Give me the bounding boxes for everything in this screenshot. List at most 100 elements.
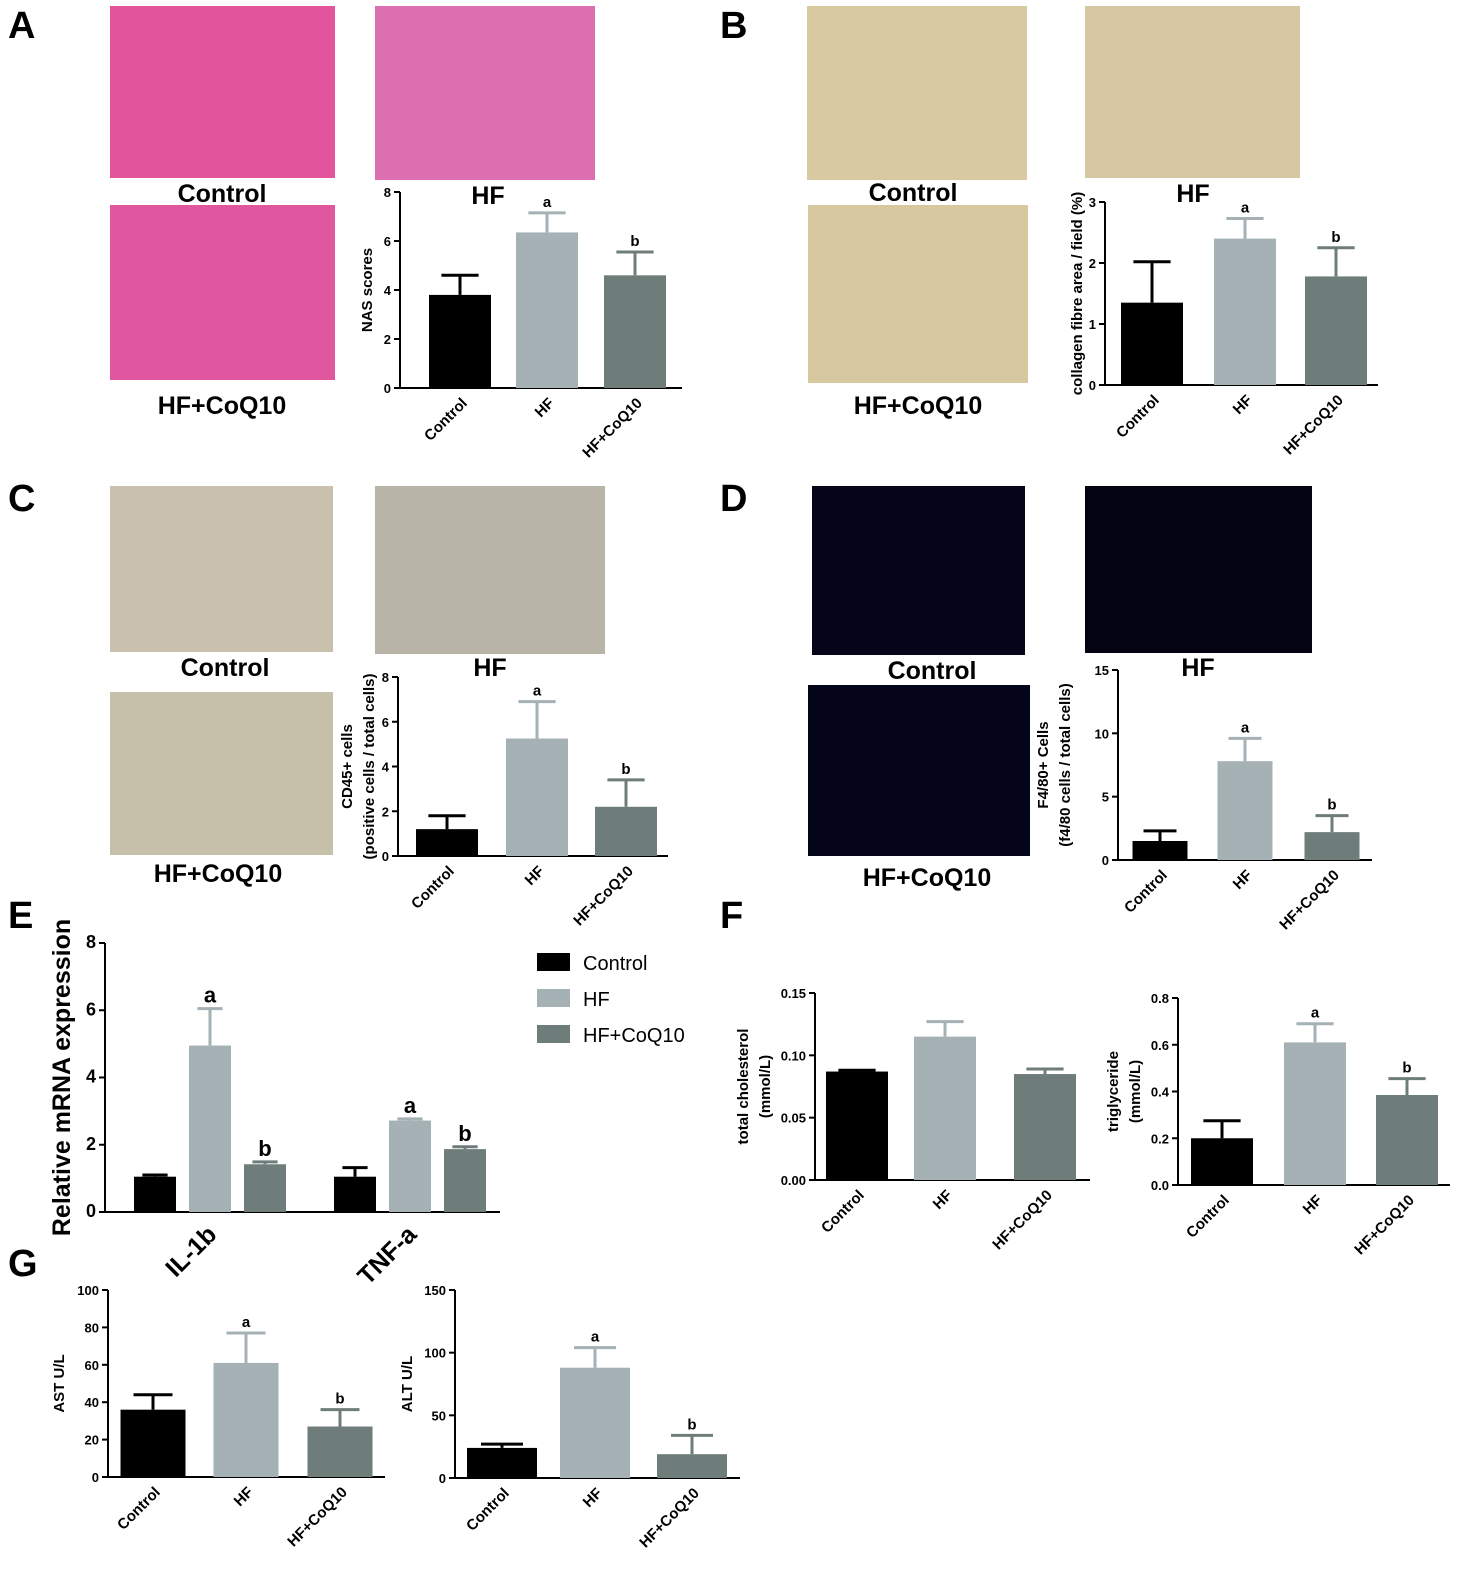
bar [826,1071,888,1180]
x-tick-label: HF [231,1484,257,1510]
error-bar [342,1166,368,1177]
panel-letter: D [720,478,747,520]
x-tick-label: Control [408,863,458,913]
significance-label: a [591,1329,600,1346]
micrograph [110,205,335,380]
legend-label: Control [583,953,647,975]
y-tick-label: 4 [382,760,390,775]
micrograph [110,692,333,855]
significance-label: a [1311,1005,1320,1022]
micrograph [1085,6,1300,178]
y-tick-label: 6 [86,999,96,1019]
y-tick-label: 20 [85,1433,99,1448]
image-caption: HF [1181,654,1214,682]
significance-label: a [1241,199,1250,216]
error-bar [1228,736,1262,762]
y-tick-label: 2 [382,804,389,819]
bar [307,1426,373,1477]
image-caption: HF [471,182,504,210]
x-tick-label: HF+CoQ10 [284,1484,351,1551]
x-tick-label: HF+CoQ10 [1276,867,1343,934]
x-tick-label: HF [1230,867,1256,893]
bar [244,1164,286,1212]
micrograph [807,6,1027,180]
error-bar [481,1442,523,1448]
x-tick-label: IL-1b [160,1220,222,1282]
micrograph [1085,486,1312,653]
bar [1014,1074,1076,1180]
bar [334,1176,376,1212]
significance-label: b [630,233,639,250]
bar [1284,1042,1346,1185]
x-tick-label: HF [522,863,548,889]
y-tick-label: 1 [1089,317,1096,332]
y-tick-label: 8 [382,670,389,685]
significance-label: b [258,1136,271,1161]
significance-label: b [1327,797,1336,814]
panel-letter: C [8,478,35,520]
bar [467,1447,537,1478]
image-caption: HF [473,654,506,682]
significance-label: b [458,1121,471,1146]
bar [1121,302,1183,385]
x-tick-label: HF+CoQ10 [1351,1192,1418,1259]
image-caption: HF [1176,180,1209,208]
bar [213,1362,279,1477]
significance-label: a [1241,719,1250,736]
y-tick-label: 15 [1095,663,1109,678]
y-tick-label: 40 [85,1395,99,1410]
panel-letter: B [720,5,747,47]
y-tick-label: 5 [1102,790,1109,805]
bar [120,1409,186,1477]
y-tick-label: 0 [1102,853,1109,868]
image-caption: HF+CoQ10 [854,392,983,420]
error-bar [616,250,654,276]
significance-label: a [404,1093,417,1118]
x-tick-label: Control [463,1485,513,1535]
significance-label: a [242,1314,251,1331]
error-bar [441,273,479,295]
bar [1305,276,1367,385]
x-tick-label: HF [1230,392,1256,418]
y-tick-label: 0 [92,1470,99,1485]
error-bar [1296,1022,1334,1043]
y-tick-label: 0 [1089,378,1096,393]
y-tick-label: 100 [77,1283,99,1298]
x-tick-label: Control [1121,867,1171,917]
y-tick-label: 2 [86,1134,96,1154]
x-tick-label: HF [580,1485,606,1511]
panel-letter: A [8,5,35,47]
image-caption: Control [178,180,267,208]
bar [416,829,478,856]
y-tick-label: 60 [85,1358,99,1373]
y-axis-label: (mmol/L) [1127,1060,1144,1123]
bar [1214,238,1276,385]
error-bar [1226,216,1264,239]
y-axis-label: AST U/L [51,1354,68,1412]
y-tick-label: 8 [86,932,96,952]
error-bar [133,1393,173,1410]
micrograph [110,6,335,178]
image-caption: HF+CoQ10 [158,392,287,420]
x-tick-label: HF+CoQ10 [570,863,637,930]
error-bar [428,814,466,830]
x-tick-label: HF+CoQ10 [636,1485,703,1552]
x-tick-label: HF [532,395,558,421]
bar [914,1036,976,1180]
y-tick-label: 80 [85,1320,99,1335]
significance-label: a [204,983,217,1008]
bar [1217,761,1273,860]
error-bar [607,778,645,807]
bar [506,738,568,856]
error-bar [1317,246,1355,277]
bar [189,1045,231,1212]
significance-label: a [533,683,542,700]
bar [134,1176,176,1212]
y-tick-label: 6 [382,715,389,730]
y-tick-label: 4 [384,283,392,298]
legend-swatch [537,953,570,971]
x-tick-label: Control [1183,1192,1233,1242]
bar [1132,841,1188,860]
y-tick-label: 0.00 [781,1173,806,1188]
panel-letter: E [8,895,33,937]
